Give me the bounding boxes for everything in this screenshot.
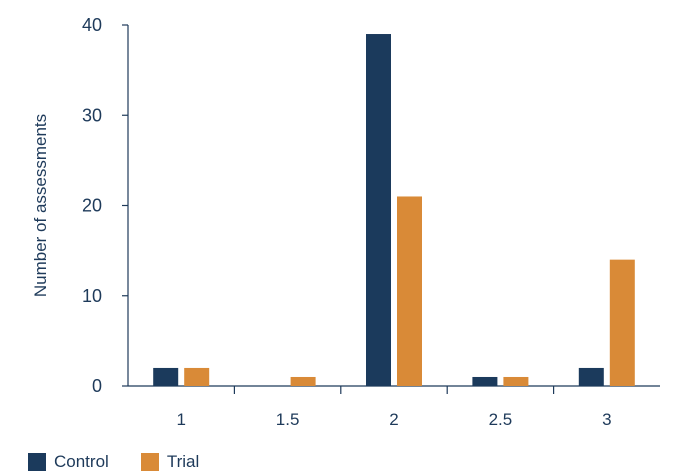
bar-control-2 [366,34,391,387]
x-tick-label-2: 2 [389,410,398,429]
bar-trial-3 [503,376,529,386]
x-tick-label-1: 1.5 [276,410,300,429]
legend: Control Trial [28,452,231,472]
y-tick-label-1: 10 [82,286,102,306]
y-axis-label: Number of assessments [31,114,50,297]
bar-trial-0 [184,367,210,386]
legend-label-control: Control [54,452,109,471]
bar-trial-1 [290,376,316,386]
y-tick-label-0: 0 [92,376,102,396]
bar-trial-2 [397,196,422,386]
legend-item-trial: Trial [140,452,200,472]
x-tick-label-0: 1 [176,410,185,429]
x-tick-label-4: 3 [602,410,611,429]
bar-trial-4 [609,259,635,386]
legend-label-trial: Trial [166,452,200,471]
bar-control-4 [578,367,604,386]
legend-item-control: Control [28,452,109,472]
legend-swatch-trial [140,453,159,471]
bar-control-0 [153,367,179,386]
y-tick-label-4: 40 [82,15,102,35]
bar-chart: 0 10 20 30 40 Number of assessments 1 1.5 2 2.5 3 [31,15,660,429]
x-tick-label-3: 2.5 [489,410,513,429]
y-tick-label-3: 30 [82,105,102,125]
bar-control-3 [472,376,498,386]
y-tick-label-2: 20 [82,196,102,216]
legend-swatch-control [28,453,46,471]
